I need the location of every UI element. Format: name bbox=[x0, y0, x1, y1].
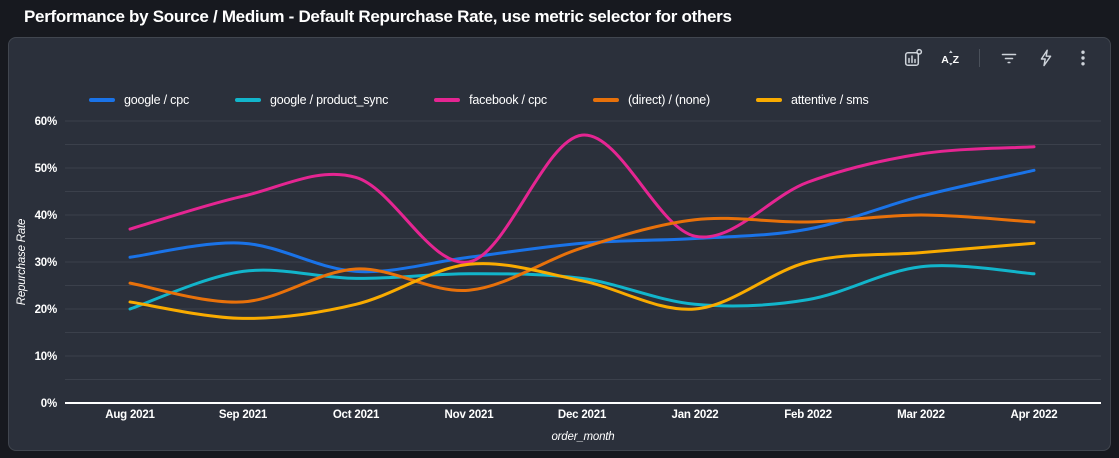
y-tick-label: 50% bbox=[35, 163, 57, 175]
series-line-facebook-cpc[interactable] bbox=[128, 133, 1036, 264]
chart-settings-icon bbox=[903, 48, 923, 68]
x-tick-label: Aug 2021 bbox=[105, 409, 155, 421]
chart-settings-button[interactable] bbox=[902, 47, 924, 69]
legend-label: google / cpc bbox=[124, 93, 190, 107]
chart-legend: google / cpc google / product_sync faceboo… bbox=[89, 93, 869, 107]
y-tick-label: 0% bbox=[41, 398, 57, 410]
sort-az-button[interactable]: A Z bbox=[939, 47, 961, 69]
series-line-google-cpc[interactable] bbox=[128, 168, 1036, 274]
y-tick-label: 30% bbox=[35, 257, 57, 269]
chart-panel: A Z bbox=[8, 37, 1111, 451]
series-line-attentive-sms[interactable] bbox=[128, 241, 1036, 320]
legend-swatch bbox=[592, 98, 619, 102]
line-chart: 0% 10% 20% 30% 40% 50% 60% Aug 2021 Sep 2021 Oct … bbox=[35, 116, 1101, 421]
page-title: Performance by Source / Medium - Default… bbox=[24, 7, 732, 26]
y-tick-label: 60% bbox=[35, 116, 57, 128]
x-axis-title: order_month bbox=[551, 431, 615, 443]
more-options-button[interactable] bbox=[1072, 47, 1094, 69]
lightning-icon bbox=[1036, 48, 1056, 68]
y-axis-title: Repurchase Rate bbox=[16, 218, 28, 306]
legend-swatch bbox=[235, 98, 262, 102]
x-tick-label: Sep 2021 bbox=[219, 409, 268, 421]
sort-az-icon: A Z bbox=[940, 48, 960, 68]
series-line-google-product-sync[interactable] bbox=[128, 264, 1036, 311]
legend-label: google / product_sync bbox=[270, 93, 389, 107]
filter-icon bbox=[999, 48, 1019, 68]
legend-swatch bbox=[755, 98, 782, 102]
quick-actions-button[interactable] bbox=[1035, 47, 1057, 69]
y-tick-label: 20% bbox=[35, 304, 57, 316]
legend-label: facebook / cpc bbox=[469, 93, 547, 107]
x-tick-label: Mar 2022 bbox=[897, 409, 945, 421]
legend-swatch bbox=[434, 98, 461, 102]
chart-toolbar: A Z bbox=[902, 47, 1094, 69]
svg-text:A: A bbox=[941, 54, 949, 66]
legend-label: (direct) / (none) bbox=[627, 93, 710, 107]
y-tick-label: 10% bbox=[35, 351, 57, 363]
legend-item-direct-none[interactable]: (direct) / (none) bbox=[592, 93, 710, 107]
title-bar: Performance by Source / Medium - Default… bbox=[0, 0, 1119, 36]
x-tick-label: Feb 2022 bbox=[784, 409, 832, 421]
legend-swatch bbox=[89, 98, 115, 102]
filter-button[interactable] bbox=[998, 47, 1020, 69]
x-tick-label: Dec 2021 bbox=[558, 409, 607, 421]
kebab-menu-icon bbox=[1073, 48, 1093, 68]
y-tick-label: 40% bbox=[35, 210, 57, 222]
legend-item-facebook-cpc[interactable]: facebook / cpc bbox=[434, 93, 547, 107]
series-line-direct-none[interactable] bbox=[128, 213, 1036, 304]
x-tick-label: Apr 2022 bbox=[1011, 409, 1058, 421]
x-tick-label: Oct 2021 bbox=[333, 409, 380, 421]
legend-label: attentive / sms bbox=[790, 93, 869, 107]
svg-text:Z: Z bbox=[953, 54, 960, 66]
toolbar-divider bbox=[979, 49, 980, 67]
x-tick-label: Nov 2021 bbox=[445, 409, 495, 421]
x-tick-label: Jan 2022 bbox=[672, 409, 719, 421]
legend-item-google-cpc[interactable]: google / cpc bbox=[89, 93, 189, 107]
legend-item-google-product-sync[interactable]: google / product_sync bbox=[235, 93, 388, 107]
legend-item-attentive-sms[interactable]: attentive / sms bbox=[755, 93, 869, 107]
